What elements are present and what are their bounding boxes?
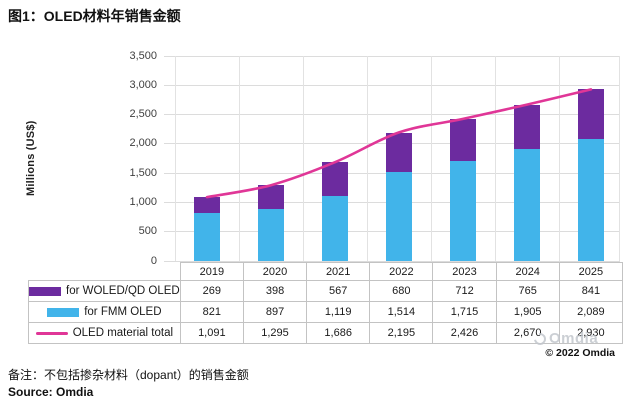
table-value-cell: 2,195 bbox=[369, 322, 434, 344]
omdia-logo-text: Omdia bbox=[549, 330, 599, 347]
legend-cell: OLED material total bbox=[28, 322, 181, 344]
legend-cell: for FMM OLED bbox=[28, 301, 181, 323]
bar-woled-qd-oled-2020 bbox=[258, 185, 284, 209]
gridline-horizontal bbox=[164, 55, 620, 57]
bar-fmm-oled-2020 bbox=[258, 208, 284, 261]
bar-fmm-oled-2021 bbox=[322, 195, 348, 261]
x-axis-year-label: 2019 bbox=[179, 262, 244, 281]
table-value-cell: 841 bbox=[558, 280, 623, 302]
legend-label: OLED material total bbox=[72, 327, 174, 340]
gridline-vertical bbox=[559, 56, 560, 261]
bar-woled-qd-oled-2023 bbox=[450, 118, 476, 161]
gridline-vertical bbox=[303, 56, 304, 261]
y-tick-label: 500 bbox=[138, 225, 157, 238]
omdia-logo-icon bbox=[531, 330, 549, 347]
omdia-watermark: Omdia bbox=[531, 330, 599, 347]
table-value-cell: 2,089 bbox=[558, 301, 623, 323]
legend-cell: for WOLED/QD OLED bbox=[28, 280, 181, 302]
y-tick-label: 2,000 bbox=[129, 137, 157, 150]
gridline-vertical bbox=[175, 56, 176, 261]
plot-area bbox=[162, 55, 620, 262]
gridline-horizontal bbox=[164, 260, 620, 262]
bar-woled-qd-oled-2019 bbox=[194, 197, 220, 213]
table-row: OLED material total 1,091 1,295 1,686 2,195 2… bbox=[28, 322, 623, 344]
bar-fmm-oled-2024 bbox=[514, 149, 540, 261]
table-value-cell: 765 bbox=[495, 280, 560, 302]
source-text: Source: Omdia bbox=[8, 385, 94, 399]
table-corner-cell bbox=[29, 263, 181, 281]
bar-woled-qd-oled-2025 bbox=[578, 89, 604, 139]
legend-label: for WOLED/QD OLED bbox=[66, 285, 180, 298]
gridline-vertical bbox=[431, 56, 432, 261]
x-axis-year-label: 2023 bbox=[432, 262, 497, 281]
x-axis-year-label: 2021 bbox=[306, 262, 371, 281]
table-value-cell: 680 bbox=[369, 280, 434, 302]
legend-swatch-bar-purple bbox=[29, 286, 61, 296]
y-axis-label: Millions (US$) bbox=[25, 120, 37, 197]
gridline-horizontal bbox=[164, 84, 620, 86]
table-value-cell: 1,686 bbox=[306, 322, 371, 344]
legend-label: for FMM OLED bbox=[84, 306, 162, 319]
gridline-horizontal bbox=[164, 114, 620, 116]
table-row: for WOLED/QD OLED 269 398 567 680 712 765 841 bbox=[28, 280, 623, 302]
y-tick-label: 1,000 bbox=[129, 195, 157, 208]
legend-swatch-bar-blue bbox=[47, 307, 80, 317]
table-value-cell: 567 bbox=[306, 280, 371, 302]
x-axis-year-label: 2025 bbox=[558, 262, 623, 281]
table-value-cell: 269 bbox=[179, 280, 244, 302]
y-tick-label: 1,500 bbox=[129, 166, 157, 179]
table-value-cell: 2,426 bbox=[432, 322, 497, 344]
bar-fmm-oled-2023 bbox=[450, 160, 476, 261]
legend-swatch-line-pink bbox=[35, 331, 68, 335]
x-axis-year-label: 2024 bbox=[495, 262, 560, 281]
table-value-cell: 1,119 bbox=[306, 301, 371, 323]
gridline-vertical bbox=[367, 56, 368, 261]
y-tick-label: 3,000 bbox=[129, 78, 157, 91]
bar-woled-qd-oled-2024 bbox=[514, 104, 540, 150]
bar-fmm-oled-2022 bbox=[386, 172, 412, 261]
gridline-vertical bbox=[239, 56, 240, 261]
oled-material-total-line bbox=[205, 88, 593, 199]
gridline-vertical bbox=[619, 56, 620, 261]
y-tick-label: 3,500 bbox=[129, 49, 157, 62]
table-value-cell: 1,715 bbox=[432, 301, 497, 323]
table-value-cell: 398 bbox=[242, 280, 308, 302]
table-row: for FMM OLED 821 897 1,119 1,514 1,715 1,905 2,… bbox=[28, 301, 623, 323]
figure-title: 图1：OLED材料年销售金额 bbox=[8, 8, 181, 24]
table-value-cell: 712 bbox=[432, 280, 497, 302]
x-axis-year-label: 2022 bbox=[369, 262, 434, 281]
data-table-with-legend: 2019 2020 2021 2022 2023 2024 2025 for WOLED/QD… bbox=[28, 262, 623, 344]
table-value-cell: 1,295 bbox=[242, 322, 308, 344]
y-tick-label: 0 bbox=[150, 254, 157, 267]
y-tick-label: 2,500 bbox=[129, 108, 157, 121]
footnote: 备注：不包括掺杂材料（dopant）的销售金额 bbox=[8, 368, 249, 382]
bar-woled-qd-oled-2022 bbox=[386, 132, 412, 173]
table-value-cell: 1,514 bbox=[369, 301, 434, 323]
gridline-vertical bbox=[495, 56, 496, 261]
table-value-cell: 897 bbox=[242, 301, 308, 323]
table-header-row: 2019 2020 2021 2022 2023 2024 2025 bbox=[29, 262, 623, 281]
bar-fmm-oled-2019 bbox=[194, 212, 220, 261]
bar-fmm-oled-2025 bbox=[578, 138, 604, 261]
table-value-cell: 2,670 bbox=[495, 322, 560, 344]
table-value-cell: 1,091 bbox=[179, 322, 244, 344]
x-axis-year-label: 2020 bbox=[242, 262, 308, 281]
table-value-cell: 2,930 bbox=[558, 322, 623, 344]
table-value-cell: 821 bbox=[179, 301, 244, 323]
bar-woled-qd-oled-2021 bbox=[322, 162, 348, 196]
copyright-text: © 2022 Omdia bbox=[545, 347, 615, 359]
table-value-cell: 1,905 bbox=[495, 301, 560, 323]
